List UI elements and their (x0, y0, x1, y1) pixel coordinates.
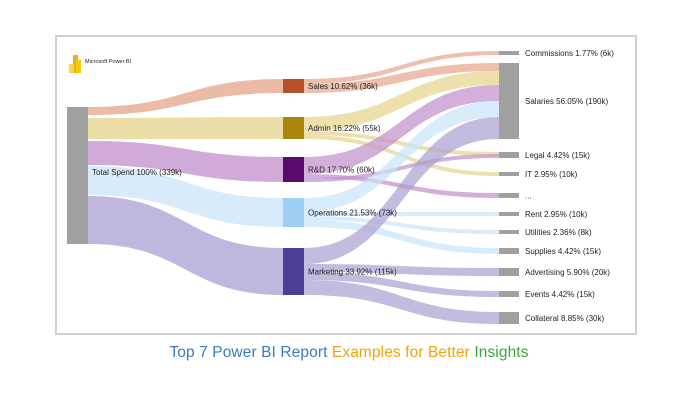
flow-marketing-advertising (304, 264, 499, 276)
category-label-supplies: Supplies 4.42% (15k) (525, 247, 601, 256)
sankey-diagram: Total Spend 100% (339k) Sales 10.62% (36k… (67, 49, 614, 324)
category-node-rent (499, 212, 519, 216)
flow-rnd-legal (304, 154, 499, 182)
category-label-other: ... (525, 192, 532, 201)
caption: Top 7 Power BI Report Examples for Bette… (0, 344, 698, 362)
flow-marketing-events (304, 272, 499, 297)
category-label-salaries: Salaries 56.05% (190k) (525, 97, 608, 106)
flow-layer (88, 51, 499, 324)
category-label-it: IT 2.95% (10k) (525, 170, 578, 179)
department-label-admin: Admin 16.22% (55k) (308, 124, 381, 133)
source-node-label: Total Spend 100% (339k) (92, 168, 182, 177)
category-node-commissions (499, 51, 519, 55)
department-node-operations (283, 198, 304, 227)
powerbi-logo: Microsoft Power BI (69, 55, 132, 73)
flow-sales-commissions (304, 51, 499, 84)
category-node-events (499, 291, 519, 297)
flow-source-admin (88, 117, 283, 139)
flow-source-operations (88, 166, 283, 227)
category-label-legal: Legal 4.42% (15k) (525, 151, 590, 160)
report-frame: Total Spend 100% (339k) Sales 10.62% (36k… (55, 35, 637, 335)
flow-marketing-salaries (304, 117, 499, 264)
flow-operations-supplies (304, 220, 499, 254)
caption-part: Insights (474, 344, 529, 361)
flow-source-rnd (88, 141, 283, 182)
category-label-utilities: Utilities 2.36% (8k) (525, 228, 592, 237)
department-label-operations: Operations 21.53% (73k) (308, 209, 397, 218)
department-node-sales (283, 79, 304, 93)
category-label-events: Events 4.42% (15k) (525, 290, 595, 299)
flow-rnd-salaries (304, 85, 499, 174)
category-label-advertising: Advertising 5.90% (20k) (525, 268, 610, 277)
category-node-advertising (499, 268, 519, 276)
source-node (67, 107, 88, 244)
department-label-sales: Sales 10.62% (36k) (308, 82, 378, 91)
flow-admin-salaries (304, 71, 499, 131)
category-node-it (499, 172, 519, 176)
category-label-rent: Rent 2.95% (10k) (525, 210, 588, 219)
category-label-commissions: Commissions 1.77% (6k) (525, 49, 614, 58)
category-node-salaries (499, 63, 519, 139)
category-node-legal (499, 152, 519, 158)
flow-source-marketing (88, 196, 283, 295)
department-label-rnd: R&D 17.70% (60k) (308, 166, 375, 175)
flow-marketing-collateral (304, 280, 499, 324)
department-label-marketing: Marketing 33.92% (115k) (308, 268, 397, 277)
flow-source-sales (88, 79, 283, 115)
department-node-admin (283, 117, 304, 139)
powerbi-logo-icon (69, 55, 81, 73)
flow-sales-salaries (304, 63, 499, 93)
department-node-marketing (283, 248, 304, 295)
flow-operations-utilities (304, 216, 499, 234)
category-node-collateral (499, 312, 519, 324)
label-layer: Total Spend 100% (339k) Sales 10.62% (36k… (92, 49, 614, 323)
caption-part: Examples for Better (331, 344, 475, 361)
flow-admin-legal (304, 131, 499, 156)
category-label-collateral: Collateral 8.85% (30k) (525, 314, 604, 323)
node-layer (67, 51, 519, 324)
caption-part: Top 7 Power BI Report (169, 344, 332, 361)
logo-text: Microsoft Power BI (85, 59, 132, 65)
flow-operations-rent (304, 212, 499, 216)
flow-operations-salaries (304, 101, 499, 212)
category-node-other (499, 193, 519, 198)
category-node-utilities (499, 230, 519, 234)
department-node-rnd (283, 157, 304, 182)
category-node-supplies (499, 248, 519, 254)
